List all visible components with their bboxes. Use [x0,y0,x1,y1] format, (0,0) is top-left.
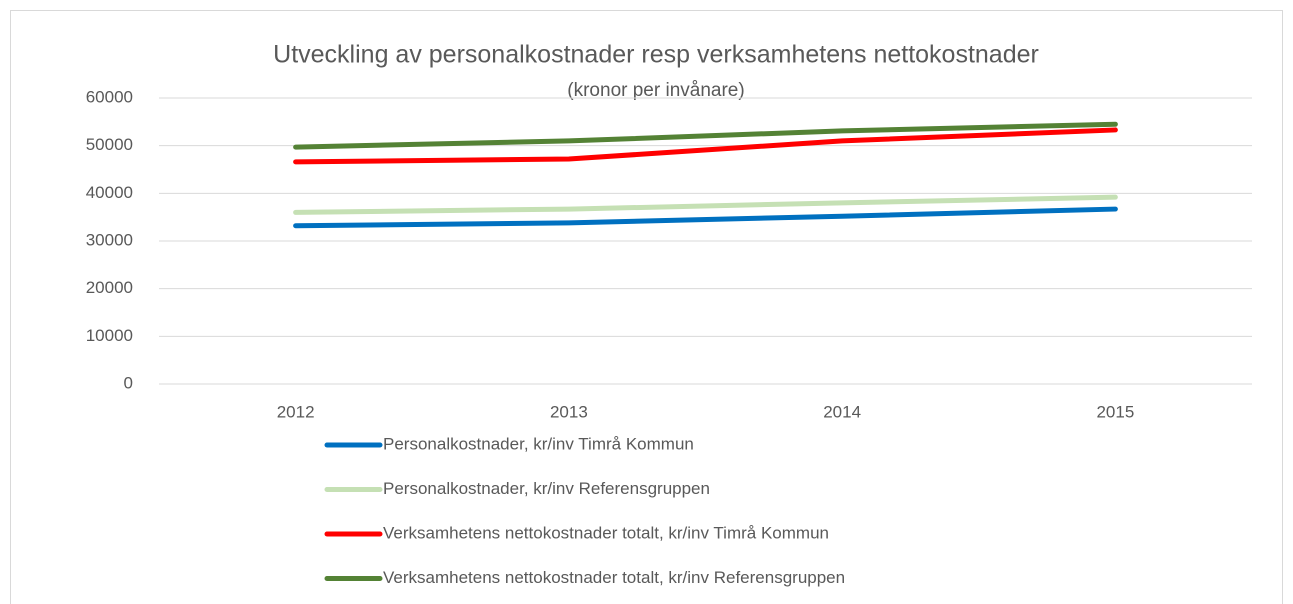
chart-subtitle: (kronor per invånare) [567,80,744,101]
x-tick-label: 2013 [550,402,588,421]
x-tick-label: 2015 [1096,402,1134,421]
y-tick-label: 10000 [86,326,133,345]
y-tick-label: 40000 [86,183,133,202]
series-line [293,127,1118,165]
y-tick-label: 30000 [86,230,133,249]
y-tick-label: 60000 [86,87,133,106]
series-line [293,194,1118,215]
legend-label: Personalkostnader, kr/inv Timrå Kommun [383,434,694,453]
legend-label: Verksamhetens nettokostnader totalt, kr/… [383,568,845,587]
y-tick-label: 0 [124,373,133,392]
x-tick-label: 2014 [823,402,861,421]
x-tick-label: 2012 [277,402,315,421]
chart-border [10,10,1283,604]
series-line [293,206,1118,229]
series-line [293,121,1118,150]
legend-label: Verksamhetens nettokostnader totalt, kr/… [383,523,829,542]
y-tick-label: 20000 [86,278,133,297]
chart-title: Utveckling av personalkostnader resp ver… [273,41,1039,69]
legend-label: Personalkostnader, kr/inv Referensgruppe… [383,479,710,498]
y-tick-label: 50000 [86,135,133,154]
